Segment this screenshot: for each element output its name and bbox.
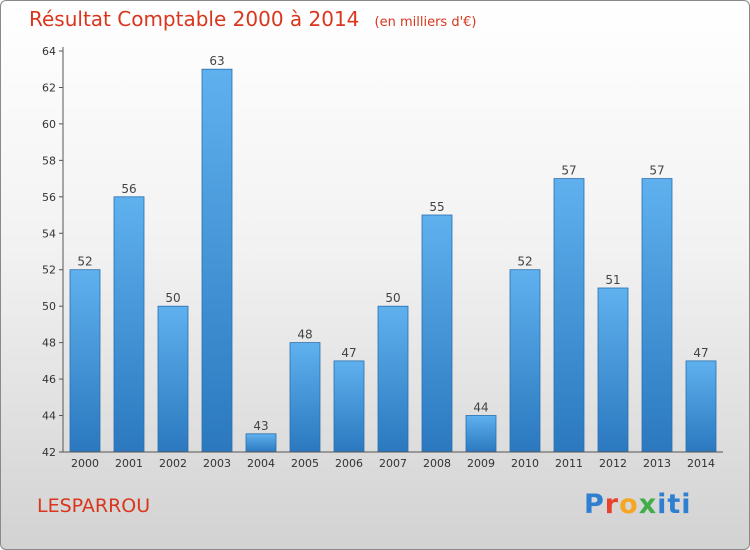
y-tick-label: 64 bbox=[42, 45, 56, 58]
bar-2010 bbox=[509, 269, 541, 453]
bar-2012 bbox=[597, 287, 629, 453]
y-tick-label: 62 bbox=[42, 82, 56, 95]
bar-2005 bbox=[289, 342, 321, 453]
value-label: 52 bbox=[517, 255, 532, 269]
y-tick-label: 60 bbox=[42, 118, 56, 131]
value-label: 48 bbox=[297, 328, 312, 342]
y-tick-label: 58 bbox=[42, 154, 56, 167]
x-tick-label: 2010 bbox=[511, 457, 539, 470]
bar-2001 bbox=[113, 196, 145, 453]
proxiti-logo: Proxiti bbox=[584, 489, 692, 520]
y-tick-label: 50 bbox=[42, 300, 56, 313]
x-tick-label: 2009 bbox=[467, 457, 495, 470]
x-tick-label: 2012 bbox=[599, 457, 627, 470]
value-label: 63 bbox=[209, 54, 224, 68]
chart-subtitle: (en milliers d'€) bbox=[374, 15, 477, 30]
x-tick-label: 2001 bbox=[115, 457, 143, 470]
y-tick-label: 54 bbox=[42, 227, 56, 240]
value-label: 50 bbox=[165, 291, 180, 305]
value-label: 52 bbox=[77, 255, 92, 269]
chart-title: Résultat Comptable 2000 à 2014 bbox=[29, 7, 360, 31]
y-tick-label: 56 bbox=[42, 191, 56, 204]
x-tick-label: 2006 bbox=[335, 457, 363, 470]
bar-2013 bbox=[641, 178, 673, 453]
value-label: 44 bbox=[473, 401, 488, 415]
y-tick-label: 44 bbox=[42, 410, 56, 423]
bar-2008 bbox=[421, 214, 453, 453]
bar-2007 bbox=[377, 305, 409, 453]
x-tick-label: 2003 bbox=[203, 457, 231, 470]
bar-2006 bbox=[333, 360, 365, 453]
x-tick-label: 2007 bbox=[379, 457, 407, 470]
x-tick-label: 2000 bbox=[71, 457, 99, 470]
chart-title-block: Résultat Comptable 2000 à 2014 (en milli… bbox=[29, 7, 476, 31]
logo-letter: o bbox=[619, 489, 639, 520]
x-tick-label: 2008 bbox=[423, 457, 451, 470]
x-tick-label: 2011 bbox=[555, 457, 583, 470]
bar-2003 bbox=[201, 68, 233, 453]
y-tick-label: 48 bbox=[42, 337, 56, 350]
y-tick-label: 52 bbox=[42, 264, 56, 277]
bar-2009 bbox=[465, 415, 497, 453]
value-label: 47 bbox=[341, 346, 356, 360]
logo-letter: x bbox=[638, 489, 658, 520]
value-label: 50 bbox=[385, 291, 400, 305]
x-tick-label: 2014 bbox=[687, 457, 715, 470]
y-tick-label: 46 bbox=[42, 373, 56, 386]
value-label: 51 bbox=[605, 273, 620, 287]
bar-2002 bbox=[157, 305, 189, 453]
place-name: LESPARROU bbox=[37, 495, 151, 517]
value-label: 43 bbox=[253, 419, 268, 433]
value-label: 57 bbox=[649, 164, 664, 178]
y-tick-label: 42 bbox=[42, 446, 56, 459]
value-label: 47 bbox=[693, 346, 708, 360]
bar-2004 bbox=[245, 433, 277, 453]
x-tick-label: 2013 bbox=[643, 457, 671, 470]
x-tick-label: 2004 bbox=[247, 457, 275, 470]
bar-2011 bbox=[553, 178, 585, 453]
value-label: 55 bbox=[429, 200, 444, 214]
logo-letter: r bbox=[604, 489, 620, 520]
bar-2014 bbox=[685, 360, 717, 453]
value-label: 56 bbox=[121, 182, 136, 196]
bar-2000 bbox=[69, 269, 101, 453]
x-tick-label: 2005 bbox=[291, 457, 319, 470]
x-tick-label: 2002 bbox=[159, 457, 187, 470]
logo-letter: P bbox=[584, 489, 605, 520]
logo-letter: iti bbox=[657, 489, 692, 520]
value-label: 57 bbox=[561, 164, 576, 178]
